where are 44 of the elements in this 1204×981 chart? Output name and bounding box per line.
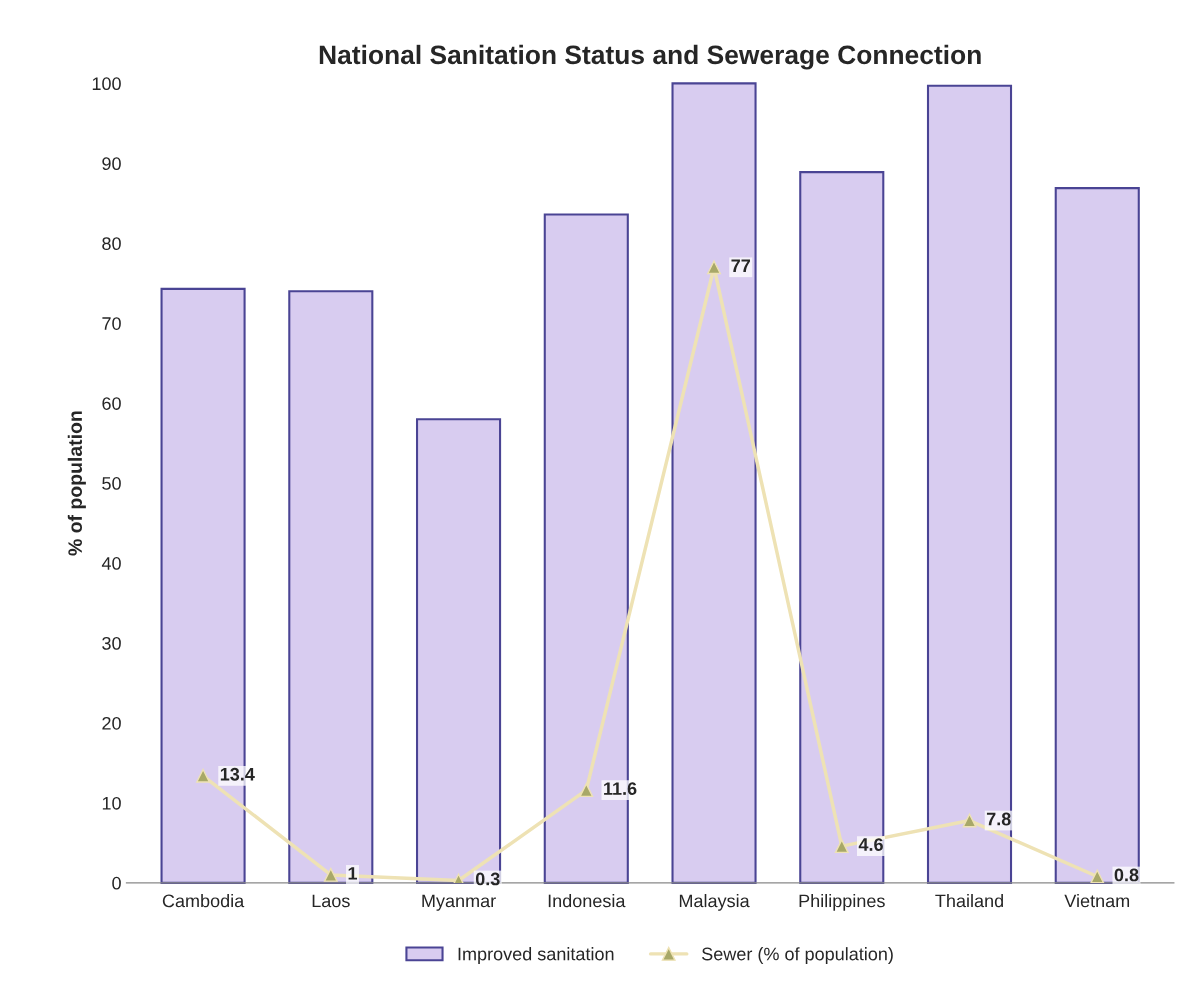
data-label: 4.6 (858, 838, 883, 851)
data-label: 0.8 (1114, 868, 1139, 882)
y-tick-label: 20 (102, 716, 121, 730)
bar (671, 82, 757, 884)
point (962, 813, 977, 828)
x-tick-label: Thailand (935, 894, 1003, 908)
point (323, 867, 338, 882)
x-tick-label: Myanmar (422, 894, 496, 911)
y-tick-label: 80 (102, 237, 121, 251)
y-tick-label: 90 (102, 157, 121, 171)
x-tick-label: Cambodia (162, 894, 245, 908)
bar (415, 418, 502, 884)
y-tick-label: 0 (112, 876, 121, 890)
legend-label: Sewer (% of population) (702, 947, 893, 964)
x-tick-label: Vietnam (1064, 894, 1130, 908)
y-tick-label: 100 (92, 77, 121, 91)
y-axis-title: % of population (67, 411, 86, 556)
bar (1054, 187, 1140, 884)
x-tick-label: Laos (312, 894, 350, 908)
legend-label: Improved sanitation (458, 947, 614, 964)
point (196, 768, 211, 783)
y-tick-label: 60 (102, 397, 121, 410)
x-tick-label: Philippines (799, 894, 885, 911)
y-tick-label: 30 (102, 636, 121, 650)
data-label: 77 (731, 259, 750, 272)
x-tick-label: Indonesia (548, 894, 626, 908)
point (1090, 869, 1105, 883)
point (579, 783, 594, 798)
bar (799, 171, 885, 884)
y-tick-label: 50 (102, 477, 121, 490)
point (834, 839, 849, 854)
data-label: 11.6 (604, 782, 637, 795)
bar (926, 84, 1013, 884)
point (707, 260, 721, 275)
data-label: 0.3 (475, 872, 500, 886)
y-tick-label: 10 (102, 796, 121, 810)
y-tick-label: 40 (101, 557, 121, 570)
chart-title: National Sanitation Status and Sewerage Connection (319, 44, 981, 70)
y-tick-label: 70 (102, 317, 121, 330)
data-label: 7.8 (986, 812, 1011, 826)
data-label: 1 (348, 867, 358, 880)
bar (288, 290, 374, 884)
x-tick-label: Malaysia (679, 894, 750, 911)
data-label: 13.4 (220, 767, 255, 781)
